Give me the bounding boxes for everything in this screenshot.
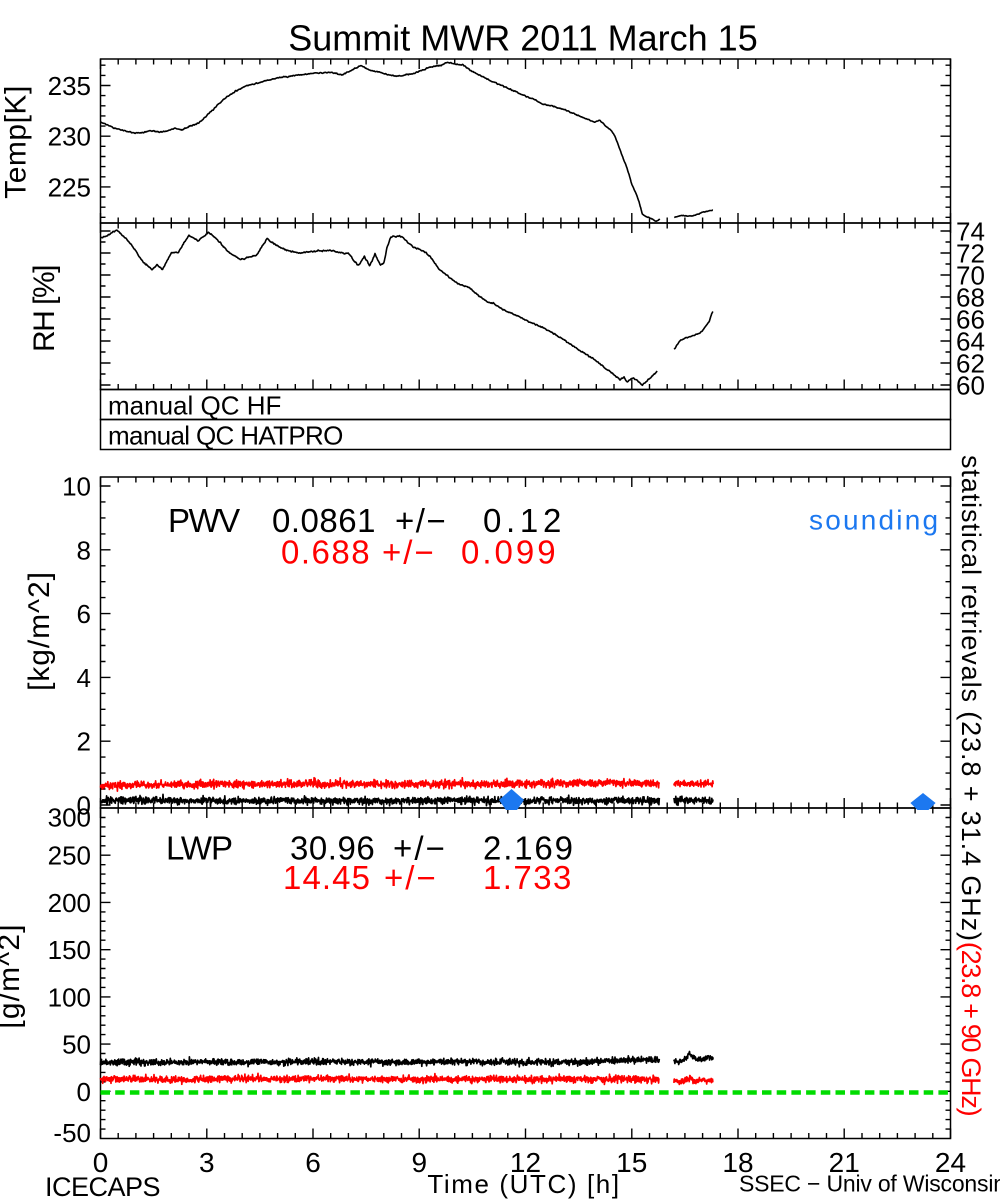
svg-text:250: 250 [48,841,91,871]
svg-text:10: 10 [62,472,91,502]
svg-text:225: 225 [48,172,91,202]
svg-text:68: 68 [956,283,985,313]
svg-text:235: 235 [48,71,91,101]
svg-text:sounding: sounding [809,505,940,536]
svg-text:[kg/m^2]: [kg/m^2] [23,571,56,691]
svg-text:3: 3 [199,1147,215,1178]
svg-text:Time (UTC) [h]: Time (UTC) [h] [427,1169,620,1199]
svg-text:Summit MWR 2011 March 15: Summit MWR 2011 March 15 [288,18,757,59]
svg-text:0: 0 [93,1147,109,1178]
svg-text:15: 15 [616,1147,647,1178]
svg-text:-50: -50 [53,1118,91,1148]
svg-text:6: 6 [305,1147,321,1178]
svg-text:statistical retrievals (23.8 +: statistical retrievals (23.8 + 31.4 GHz)… [956,455,986,1116]
svg-text:230: 230 [48,122,91,152]
svg-text:4: 4 [77,663,91,693]
svg-text:74: 74 [956,217,985,247]
svg-text:62: 62 [956,349,985,379]
svg-text:14.45+/−1.733: 14.45 +/− 1.733 [283,859,573,896]
svg-text:manual QC HF: manual QC HF [108,391,281,421]
svg-text:150: 150 [48,935,91,965]
svg-text:50: 50 [62,1030,91,1060]
svg-text:SSEC − Univ of Wisconsin: SSEC − Univ of Wisconsin [739,1171,1000,1197]
svg-text:[g/m^2]: [g/m^2] [0,923,26,1028]
svg-text:72: 72 [956,239,985,269]
svg-text:8: 8 [77,535,91,565]
svg-text:0.688+/−0.099: 0.688 +/− 0.099 [281,534,559,571]
svg-text:200: 200 [48,888,91,918]
svg-text:64: 64 [956,327,985,357]
svg-text:21: 21 [829,1147,860,1178]
svg-text:6: 6 [77,599,91,629]
svg-text:70: 70 [956,261,985,291]
svg-text:Temp[K]: Temp[K] [0,85,33,199]
svg-text:18: 18 [722,1147,753,1178]
svg-text:300: 300 [48,803,91,833]
svg-text:RH [%]: RH [%] [28,266,61,352]
svg-text:100: 100 [48,982,91,1012]
svg-text:0: 0 [77,791,91,821]
svg-text:60: 60 [956,371,985,401]
svg-text:manual QC HATPRO: manual QC HATPRO [108,421,343,451]
svg-text:12: 12 [510,1147,541,1178]
svg-text:24: 24 [935,1147,966,1178]
svg-text:9: 9 [411,1147,427,1178]
svg-text:2: 2 [77,727,91,757]
svg-text:0: 0 [77,1077,91,1107]
svg-text:66: 66 [956,305,985,335]
svg-text:ICECAPS: ICECAPS [45,1172,160,1200]
